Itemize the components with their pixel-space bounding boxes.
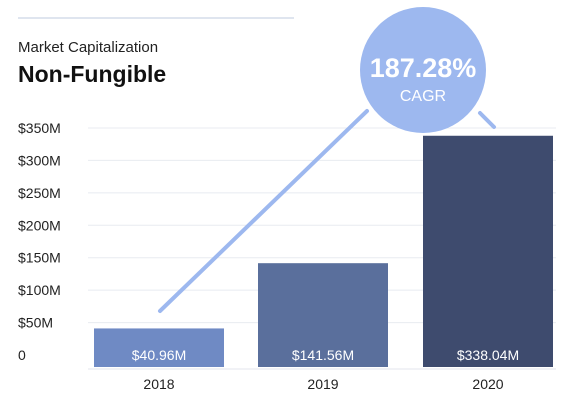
bar-value-label: $141.56M [292,347,354,363]
y-tick-label: $250M [18,185,61,201]
cagr-badge: 187.28% CAGR [360,7,486,133]
x-tick-label: 2020 [472,376,503,392]
y-tick-label: $200M [18,217,61,233]
y-tick-label: $150M [18,250,61,266]
x-axis: 2018 2019 2020 [143,376,503,392]
y-axis: 0 $50M $100M $150M $200M $250M $300M $350M [18,120,61,363]
bar-value-label: $338.04M [457,347,519,363]
bar-2018 [94,328,224,367]
bar-value-label: $40.96M [132,347,186,363]
chart-subtitle: Market Capitalization [18,39,158,56]
cagr-label: CAGR [400,88,446,105]
y-tick-label: $50M [18,315,53,331]
bars: $40.96M $141.56M $338.04M [94,135,553,367]
chart-title: Non-Fungible [18,61,166,87]
gridlines [88,127,556,370]
cagr-value: 187.28% [370,53,477,83]
x-tick-label: 2018 [143,376,174,392]
x-tick-label: 2019 [307,376,338,392]
cagr-trend-line [158,109,369,313]
bar-2020 [423,135,553,367]
cagr-tail-line [478,111,496,129]
y-tick-label: $100M [18,282,61,298]
cagr-circle [360,7,486,133]
y-tick-label: 0 [18,347,26,363]
bar-2019 [258,263,388,367]
y-tick-label: $350M [18,120,61,136]
y-tick-label: $300M [18,152,61,168]
